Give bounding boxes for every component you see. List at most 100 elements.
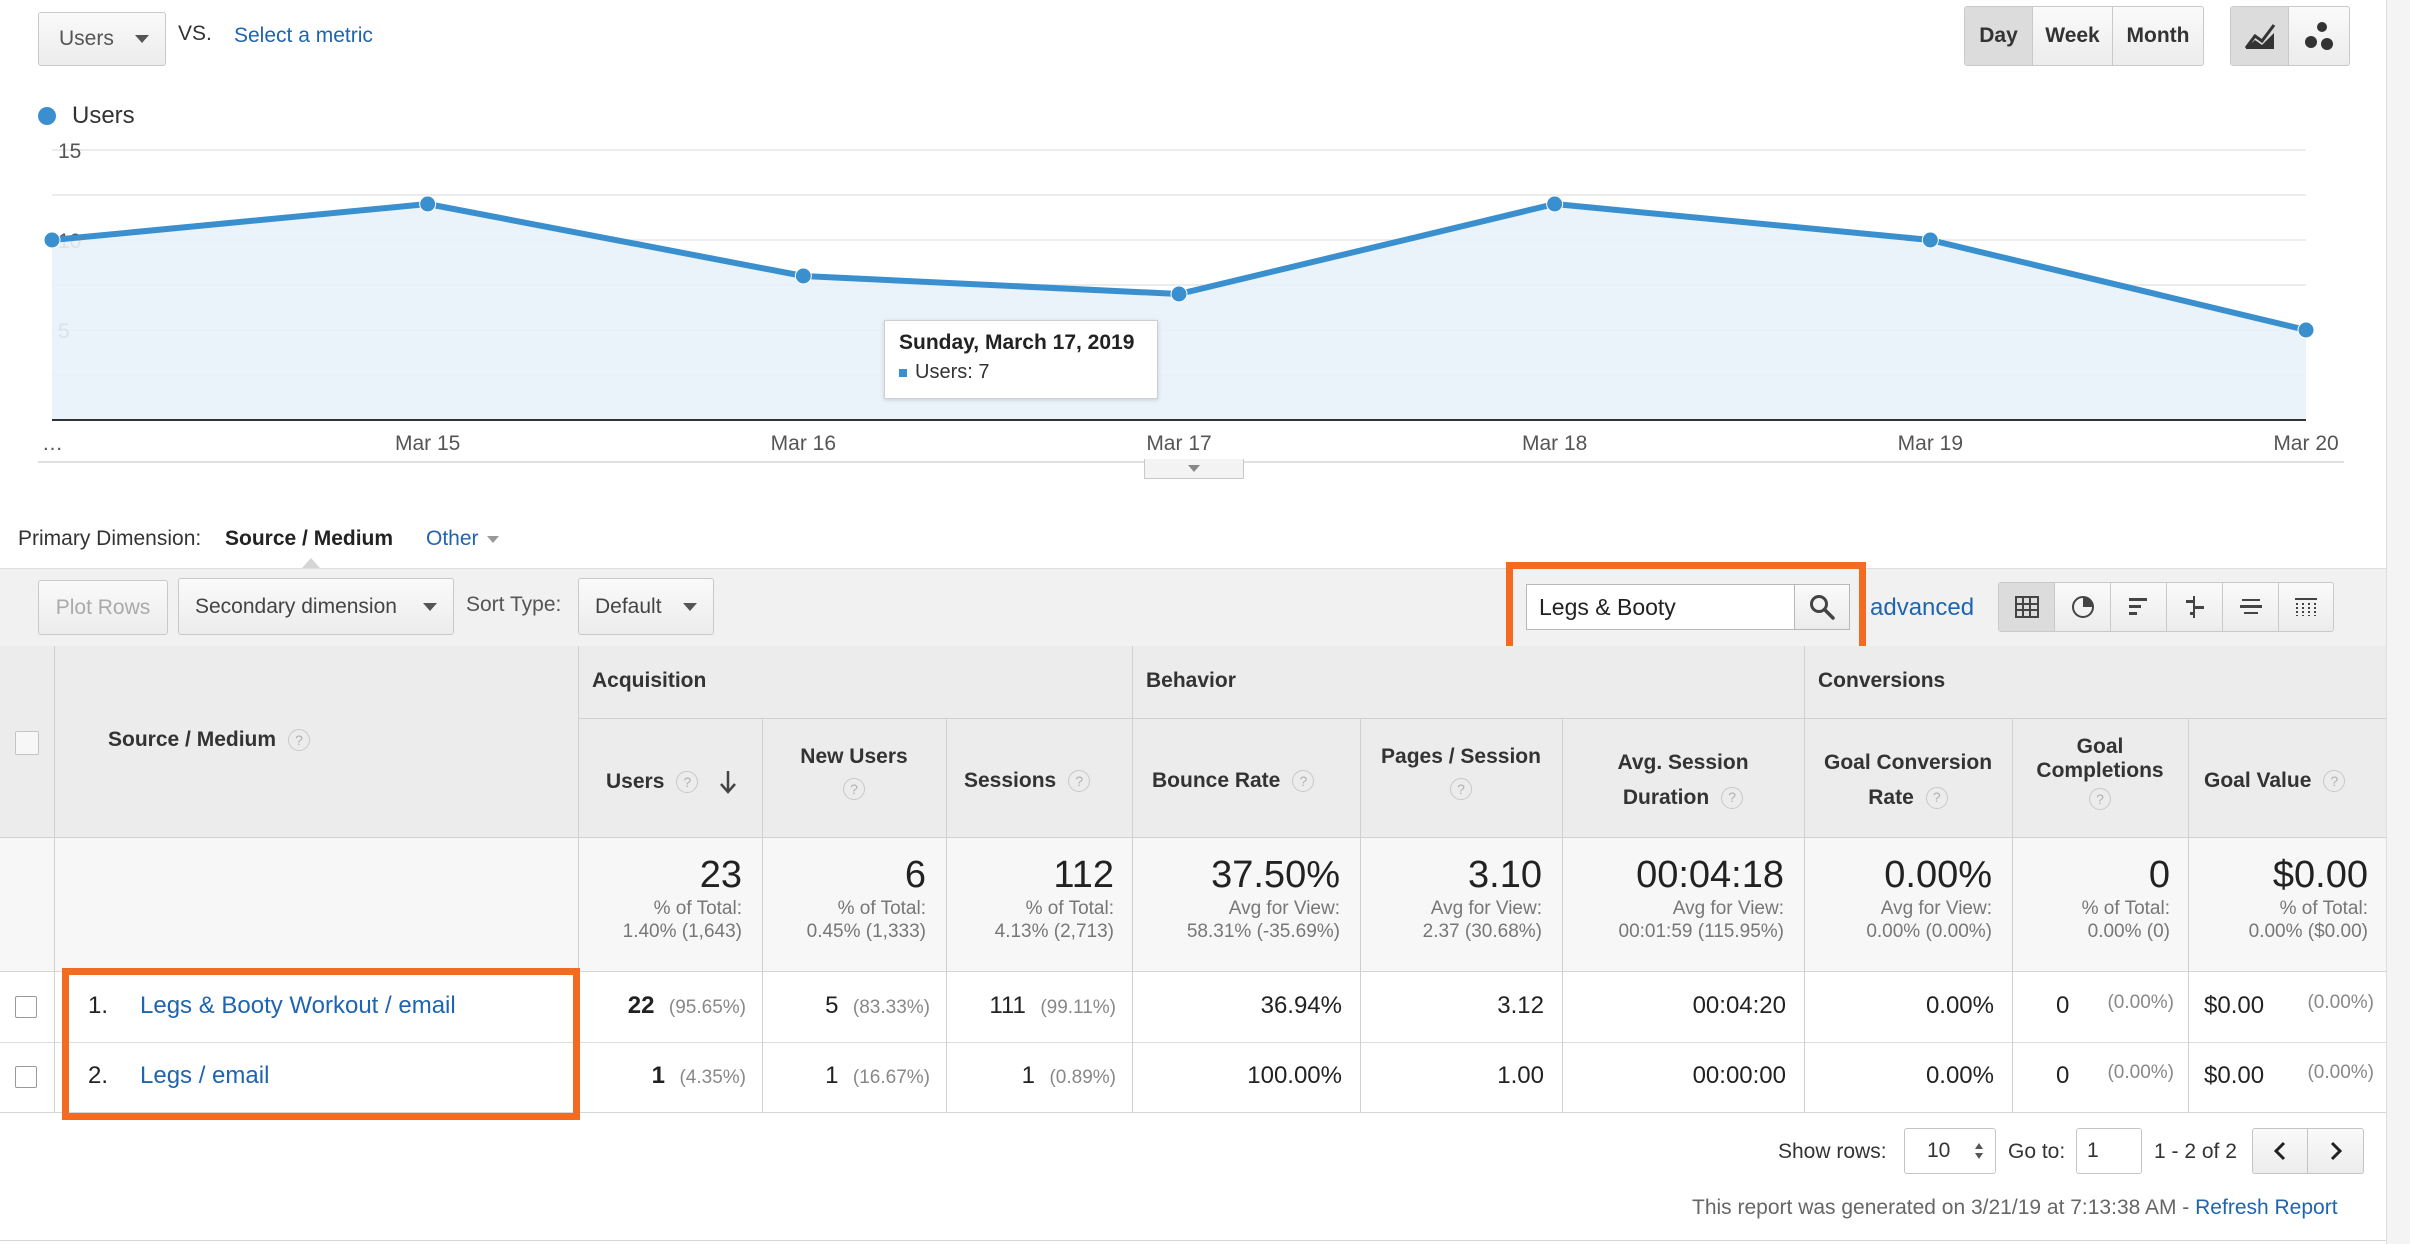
row-checkbox[interactable] [15,996,37,1018]
users-cell: 22 (95.65%) [578,992,746,1020]
sort-type-dropdown[interactable]: Default [578,578,714,635]
goal-comp-value: 0 [2056,1062,2070,1089]
col-line [1562,718,1563,1112]
avg-session-duration-column-header[interactable]: Avg. Session Duration? [1562,745,1804,815]
goal-completions-column-header[interactable]: Goal Completions ? [2012,735,2188,811]
primary-dimension-label: Primary Dimension: [18,527,202,550]
pie-view-button[interactable] [2055,583,2111,631]
chart-legend: Users [38,102,135,130]
comparison-view-button[interactable] [2167,583,2223,631]
goto-label: Go to: [2008,1140,2066,1163]
sessions-column-header[interactable]: Sessions? [964,769,1091,793]
chart-type-group [2230,6,2350,66]
total-label: % of Total: [2279,898,2368,919]
tooltip-row: Users: 7 [899,361,1157,384]
goal-conversion-rate-column-header[interactable]: Goal Conversion Rate? [1804,745,2012,815]
help-icon[interactable]: ? [1450,778,1472,801]
row-source-link[interactable]: Legs / email [140,1062,270,1089]
help-icon[interactable]: ? [1925,786,1948,809]
total-value: $0.00 [2272,854,2368,896]
help-icon[interactable]: ? [2323,770,2346,792]
row-checkbox[interactable] [15,1066,37,1088]
prev-page-button[interactable] [2253,1129,2308,1173]
source-medium-header[interactable]: Source / Medium? [108,728,311,752]
chevron-left-icon [2273,1141,2286,1161]
bounce-rate-header-label: Bounce Rate [1152,769,1281,792]
help-icon[interactable]: ? [1292,770,1315,792]
select-metric-link[interactable]: Select a metric [234,24,373,47]
term-cloud-button[interactable] [2223,583,2279,631]
row-number: 2. [88,1062,109,1089]
show-rows-select[interactable]: 10 [1904,1128,1996,1174]
table-view-button[interactable] [1999,583,2055,631]
chevron-down-icon [486,535,499,543]
row-source-link[interactable]: Legs & Booty Workout / email [140,992,456,1019]
x-tick-label: … [42,432,63,455]
week-button[interactable]: Week [2033,7,2113,65]
primary-dimension-current: Source / Medium [225,527,394,550]
total-label: % of Total: [837,898,926,919]
users-cell: 1 (4.35%) [578,1062,746,1090]
select-all-checkbox[interactable] [15,731,39,755]
help-icon[interactable]: ? [1721,786,1744,809]
sessions-pct: (99.11%) [1040,997,1116,1018]
pages-session-column-header[interactable]: Pages / Session ? [1360,745,1562,801]
goal-value-column-header[interactable]: Goal Value? [2204,769,2346,793]
users-value: 22 [627,992,655,1019]
totals-pages-session: 3.10 Avg for View: 2.37 (30.68%) [1360,854,1542,943]
page-range: 1 - 2 of 2 [2154,1140,2237,1163]
totals-avg-duration: 00:04:18 Avg for View: 00:01:59 (115.95%… [1562,854,1785,943]
avg-duration-header-line1: Avg. Session [1617,751,1749,774]
bounce-rate-column-header[interactable]: Bounce Rate? [1152,769,1315,793]
show-rows-value: 10 [1927,1139,1951,1162]
total-label: % of Total: [1025,898,1114,919]
row-number: 1. [88,992,109,1019]
search-button[interactable] [1794,585,1849,629]
table-header [0,646,2386,838]
search-input[interactable] [1527,585,1794,629]
refresh-report-link[interactable]: Refresh Report [2195,1196,2338,1219]
avg-duration-header-line2: Duration [1622,786,1710,809]
performance-view-icon [2128,598,2147,615]
col-line [2188,718,2189,1112]
generated-text: This report was generated on 3/21/19 at … [1692,1196,2196,1219]
acquisition-group-header: Acquisition [592,669,707,692]
plot-rows-label: Plot Rows [55,595,151,619]
new-users-column-header[interactable]: New Users ? [762,745,946,801]
users-column-header[interactable]: Users? [606,769,738,795]
pages-session-cell: 3.12 [1497,992,1544,1019]
totals-users: 23 % of Total: 1.40% (1,643) [578,854,742,943]
total-value: 3.10 [1468,854,1542,896]
sort-type-value: Default [595,594,662,618]
secondary-dimension-dropdown[interactable]: Secondary dimension [178,578,454,635]
tooltip-value: 7 [978,361,990,383]
chevron-down-icon [423,602,437,611]
advanced-filter-link[interactable]: advanced [1870,594,1975,621]
performance-view-button[interactable] [2111,583,2167,631]
help-icon[interactable]: ? [288,729,311,751]
help-icon[interactable]: ? [1068,770,1091,792]
source-medium-header-label: Source / Medium [108,728,277,751]
x-tick-label: Mar 18 [1522,432,1587,455]
goal-value-value: $0.00 [2204,1062,2265,1089]
help-icon[interactable]: ? [843,778,865,801]
day-button[interactable]: Day [1965,7,2033,65]
goal-completions-cell: 0 (0.00%) [2024,1062,2174,1090]
plot-rows-button[interactable]: Plot Rows [38,580,168,635]
line-chart-button[interactable] [2231,7,2289,65]
total-detail: 1.40% (1,643) [622,921,742,942]
motion-chart-icon [2305,22,2333,50]
motion-chart-button[interactable] [2289,7,2349,65]
goto-page-input[interactable] [2076,1128,2142,1174]
month-button[interactable]: Month [2113,7,2203,65]
pivot-view-button[interactable] [2279,583,2333,631]
metric-dropdown[interactable]: Users [38,12,166,66]
help-icon[interactable]: ? [2089,788,2111,811]
sessions-value: 1 [1021,1062,1036,1089]
help-icon[interactable]: ? [676,771,699,793]
other-dimension-dropdown[interactable]: Other [426,527,499,551]
total-label: Avg for View: [1228,898,1340,919]
chart-collapse-handle[interactable] [1144,459,1244,479]
secondary-dimension-label: Secondary dimension [195,594,397,618]
next-page-button[interactable] [2308,1129,2363,1173]
